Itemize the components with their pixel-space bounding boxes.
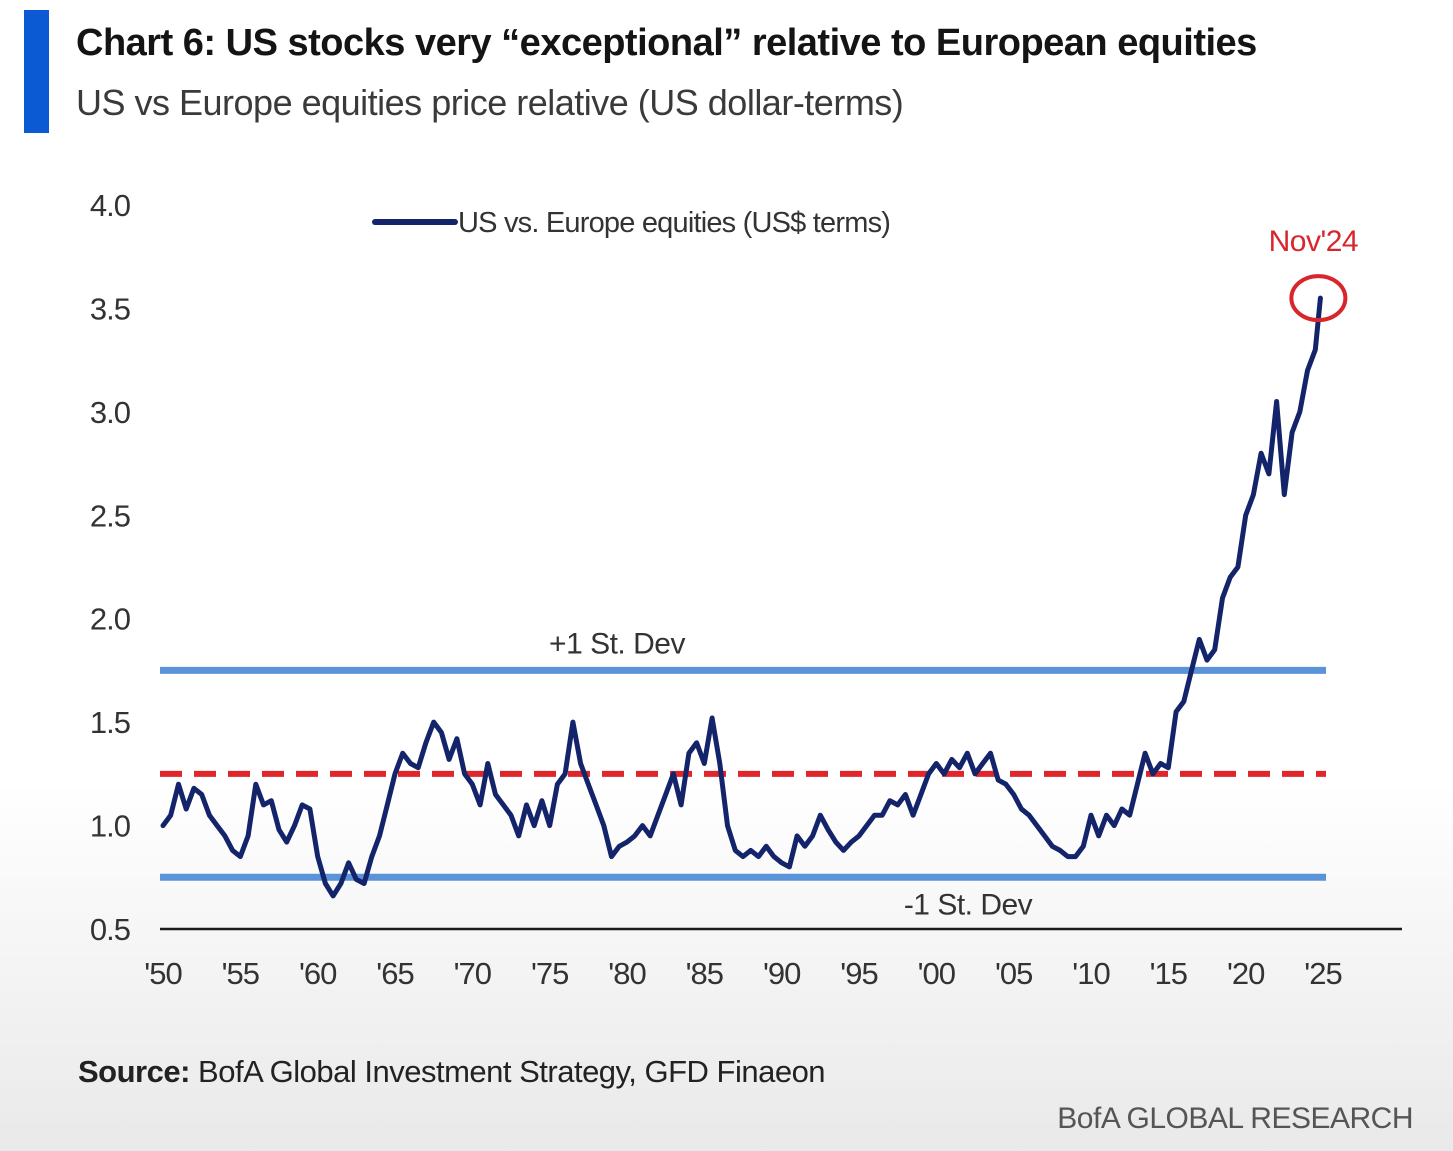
minus-one-std-dev-label: -1 St. Dev	[904, 888, 1033, 921]
x-tick-label: '60	[299, 956, 337, 991]
x-tick-label: '95	[840, 956, 877, 991]
x-tick-label: '70	[454, 956, 492, 991]
legend: US vs. Europe equities (US$ terms)	[372, 207, 891, 239]
series-group	[160, 295, 1323, 899]
x-tick-label: '90	[763, 956, 801, 991]
accent-bar	[24, 10, 49, 133]
x-tick-label: '80	[608, 956, 646, 991]
y-tick-label: 0.5	[90, 912, 130, 947]
chart-title: Chart 6: US stocks very “exceptional” re…	[76, 22, 1257, 64]
x-tick-label: '20	[1227, 956, 1265, 991]
x-tick-label: '65	[376, 956, 413, 991]
x-tick-label: '00	[918, 956, 956, 991]
x-tick-label: '10	[1072, 956, 1110, 991]
chart-subtitle: US vs Europe equities price relative (US…	[76, 82, 904, 123]
y-tick-label: 2.0	[90, 602, 131, 637]
research-brand-label: BofA GLOBAL RESEARCH	[1057, 1102, 1413, 1135]
source-label: Source:	[78, 1054, 190, 1089]
y-tick-label: 3.5	[90, 291, 130, 326]
x-tick-label: '25	[1304, 956, 1341, 991]
series-line-0	[160, 295, 1323, 899]
x-tick-label: '55	[222, 956, 259, 991]
plus-one-std-dev-label: +1 St. Dev	[549, 627, 685, 660]
x-tick-label: '05	[995, 956, 1032, 991]
y-tick-label: 3.0	[90, 395, 131, 430]
y-tick-label: 2.5	[90, 498, 130, 533]
x-tick-label: '50	[144, 956, 182, 991]
highlight-circle	[1289, 274, 1348, 323]
y-tick-label: 4.0	[90, 188, 131, 223]
annotations: Nov'24	[1269, 225, 1359, 323]
source-text: BofA Global Investment Strategy, GFD Fin…	[189, 1054, 826, 1089]
x-tick-label: '85	[686, 956, 723, 991]
x-tick-label: '75	[531, 956, 568, 991]
source-line: Source: BofA Global Investment Strategy,…	[78, 1054, 826, 1090]
x-tick-label: '15	[1150, 956, 1187, 991]
axes: 0.5 1.0 1.5 2.0 2.5 3.0 3.5 4.0 '50 '55 '60 '65 '70 '…	[90, 188, 1402, 991]
legend-label: US vs. Europe equities (US$ terms)	[458, 207, 890, 239]
y-tick-label: 1.5	[90, 705, 130, 740]
y-tick-label: 1.0	[90, 809, 131, 844]
annotation-label: Nov'24	[1269, 225, 1358, 258]
